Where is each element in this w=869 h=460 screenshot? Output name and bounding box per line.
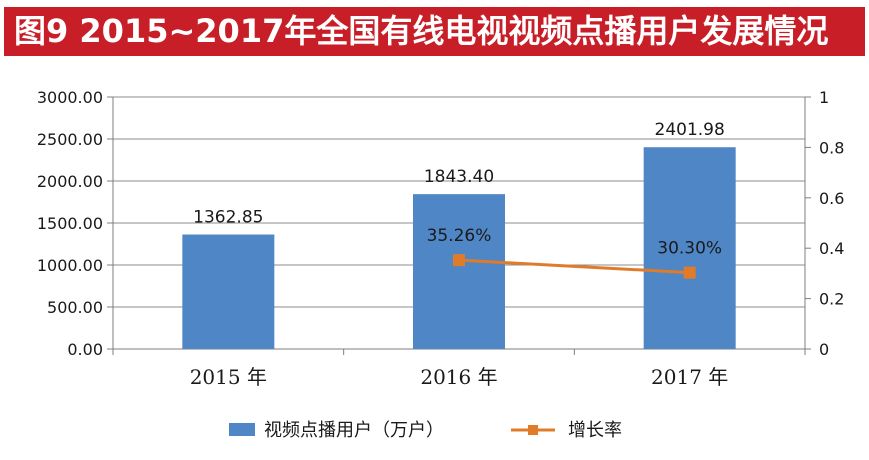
- left-tick-label: 0.00: [67, 340, 103, 359]
- bar-series: [182, 147, 736, 349]
- right-tick-label: 0.4: [819, 239, 844, 258]
- left-tick-label: 500.00: [47, 298, 103, 317]
- right-tick-label: 0: [819, 340, 829, 359]
- bar-value-label: 1843.40: [424, 167, 494, 187]
- category-label: 2015 年: [190, 365, 267, 389]
- line-data-labels: 35.26% 30.30%: [427, 226, 722, 258]
- bar-data-labels: 1362.85 1843.40 2401.98: [193, 120, 725, 227]
- category-labels: 2015 年 2016 年 2017 年: [190, 365, 729, 389]
- chart-title: 图9 2015~2017年全国有线电视视频点播用户发展情况: [4, 7, 865, 56]
- right-tick-label: 0.8: [819, 138, 844, 157]
- category-label: 2016 年: [420, 365, 497, 389]
- left-axis-ticks: 0.00 500.00 1000.00 1500.00 2000.00 2500.00 30…: [37, 88, 113, 359]
- right-tick-label: 0.2: [819, 290, 844, 309]
- line-value-label: 30.30%: [657, 239, 722, 259]
- left-tick-label: 1000.00: [37, 256, 103, 275]
- bar: [413, 194, 505, 349]
- right-axis-ticks: 0 0.2 0.4 0.6 0.8 1: [805, 88, 844, 359]
- line-value-label: 35.26%: [427, 226, 492, 246]
- legend-line-marker: [528, 425, 538, 435]
- line-series: [453, 254, 696, 279]
- left-tick-label: 2000.00: [37, 172, 103, 191]
- left-tick-label: 2500.00: [37, 130, 103, 149]
- left-tick-label: 3000.00: [37, 88, 103, 107]
- bar-value-label: 2401.98: [655, 120, 725, 140]
- left-tick-label: 1500.00: [37, 214, 103, 233]
- right-tick-label: 1: [819, 88, 829, 107]
- growth-line: [458, 258, 690, 275]
- legend-line-label: 增长率: [568, 420, 622, 441]
- line-point: [683, 266, 696, 279]
- legend-bar-swatch: [229, 423, 255, 436]
- legend-bar-label: 视频点播用户（万户）: [264, 420, 444, 441]
- line-point: [453, 254, 465, 267]
- bar: [643, 147, 736, 349]
- bar-value-label: 1362.85: [193, 208, 263, 228]
- category-label: 2017 年: [651, 365, 728, 389]
- right-tick-label: 0.6: [819, 189, 844, 208]
- bar: [182, 234, 275, 349]
- legend: 视频点播用户（万户） 增长率: [229, 420, 622, 441]
